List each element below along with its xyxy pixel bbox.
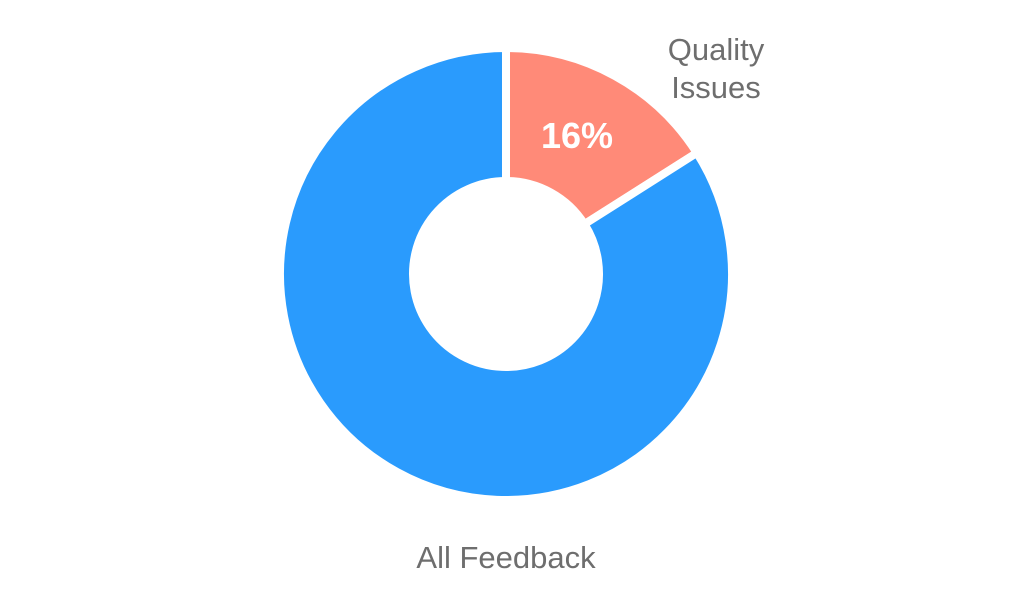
slices-layer bbox=[276, 43, 736, 504]
donut-slice-all-feedback bbox=[276, 43, 736, 504]
slice-percent-label: 16% bbox=[541, 115, 613, 156]
slice-label-all-feedback: All Feedback bbox=[416, 540, 596, 575]
slice-label-quality-issues: Quality Issues bbox=[668, 32, 765, 105]
labels-layer: Quality Issues 16% All Feedback bbox=[416, 32, 764, 575]
